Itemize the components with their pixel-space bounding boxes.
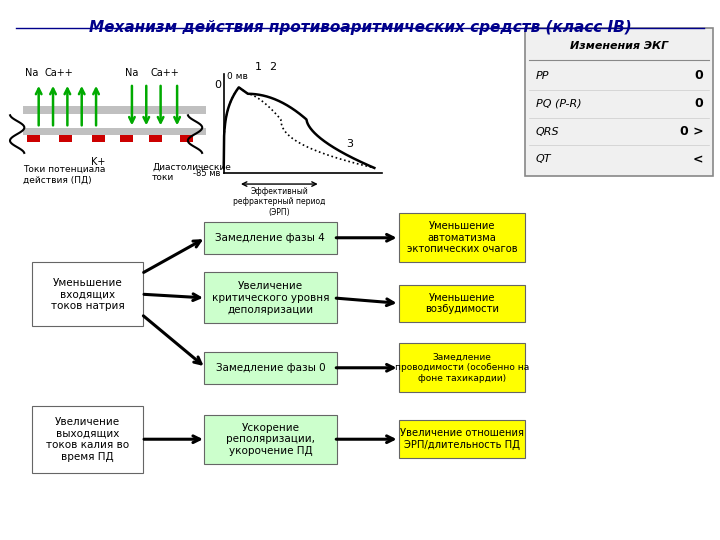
Text: Увеличение
выходящих
токов калия во
время ПД: Увеличение выходящих токов калия во врем… [46,417,129,462]
Text: 3: 3 [346,139,353,149]
Text: QT: QT [536,154,552,164]
Text: Эффективный
рефрактерный период
(ЭРП): Эффективный рефрактерный период (ЭРП) [233,187,325,217]
Text: Изменения ЭКГ: Изменения ЭКГ [570,40,668,51]
FancyBboxPatch shape [204,272,337,323]
FancyBboxPatch shape [149,134,162,142]
Text: PP: PP [536,71,549,81]
Text: Ca++: Ca++ [150,68,179,78]
Text: Уменьшение
входящих
токов натрия: Уменьшение входящих токов натрия [50,278,125,311]
Text: -85 мв: -85 мв [194,169,221,178]
Text: 0: 0 [695,70,703,83]
Text: Ca++: Ca++ [45,68,73,78]
Text: Механизм действия противоаритмических средств (класс IB): Механизм действия противоаритмических ср… [89,20,631,35]
Text: Уменьшение
автоматизма
эктопических очагов: Уменьшение автоматизма эктопических очаг… [407,221,517,254]
Text: <: < [693,153,703,166]
Text: Ускорение
реполяризации,
укорочение ПД: Ускорение реполяризации, укорочение ПД [226,423,315,456]
Text: QRS: QRS [536,126,559,137]
FancyBboxPatch shape [525,28,713,176]
Text: Уменьшение
возбудимости: Уменьшение возбудимости [425,293,499,314]
Text: Увеличение
критического уровня
деполяризации: Увеличение критического уровня деполяриз… [212,281,329,314]
Text: Диастолические
токи: Диастолические токи [152,163,231,182]
Text: Na: Na [24,68,38,78]
Text: Замедление фазы 4: Замедление фазы 4 [215,233,325,243]
Text: Токи потенциала
действия (ПД): Токи потенциала действия (ПД) [23,165,105,185]
FancyBboxPatch shape [23,128,206,134]
Text: Увеличение отношения
ЭРП/длительность ПД: Увеличение отношения ЭРП/длительность ПД [400,428,524,450]
FancyBboxPatch shape [91,134,104,142]
Text: Замедление
проводимости (особенно на
фоне тахикардии): Замедление проводимости (особенно на фон… [395,353,529,383]
FancyBboxPatch shape [32,262,143,326]
FancyBboxPatch shape [399,285,525,322]
FancyBboxPatch shape [23,106,206,113]
FancyBboxPatch shape [32,406,143,473]
Text: 1: 1 [255,62,261,72]
Text: Замедление фазы 0: Замедление фазы 0 [215,363,325,373]
FancyBboxPatch shape [180,134,193,142]
FancyBboxPatch shape [399,343,525,393]
FancyBboxPatch shape [399,213,525,262]
Text: 0: 0 [214,80,221,90]
FancyBboxPatch shape [399,421,525,458]
Text: 0 мв: 0 мв [227,72,248,81]
FancyBboxPatch shape [27,134,40,142]
Text: K+: K+ [91,157,105,167]
Text: Na: Na [125,68,139,78]
Text: 0 >: 0 > [680,125,703,138]
FancyBboxPatch shape [204,415,337,464]
FancyBboxPatch shape [120,134,133,142]
FancyBboxPatch shape [204,352,337,384]
FancyBboxPatch shape [204,221,337,254]
Text: PQ (P-R): PQ (P-R) [536,99,581,109]
Text: 0: 0 [695,97,703,110]
Text: 2: 2 [269,62,276,72]
FancyBboxPatch shape [60,134,73,142]
